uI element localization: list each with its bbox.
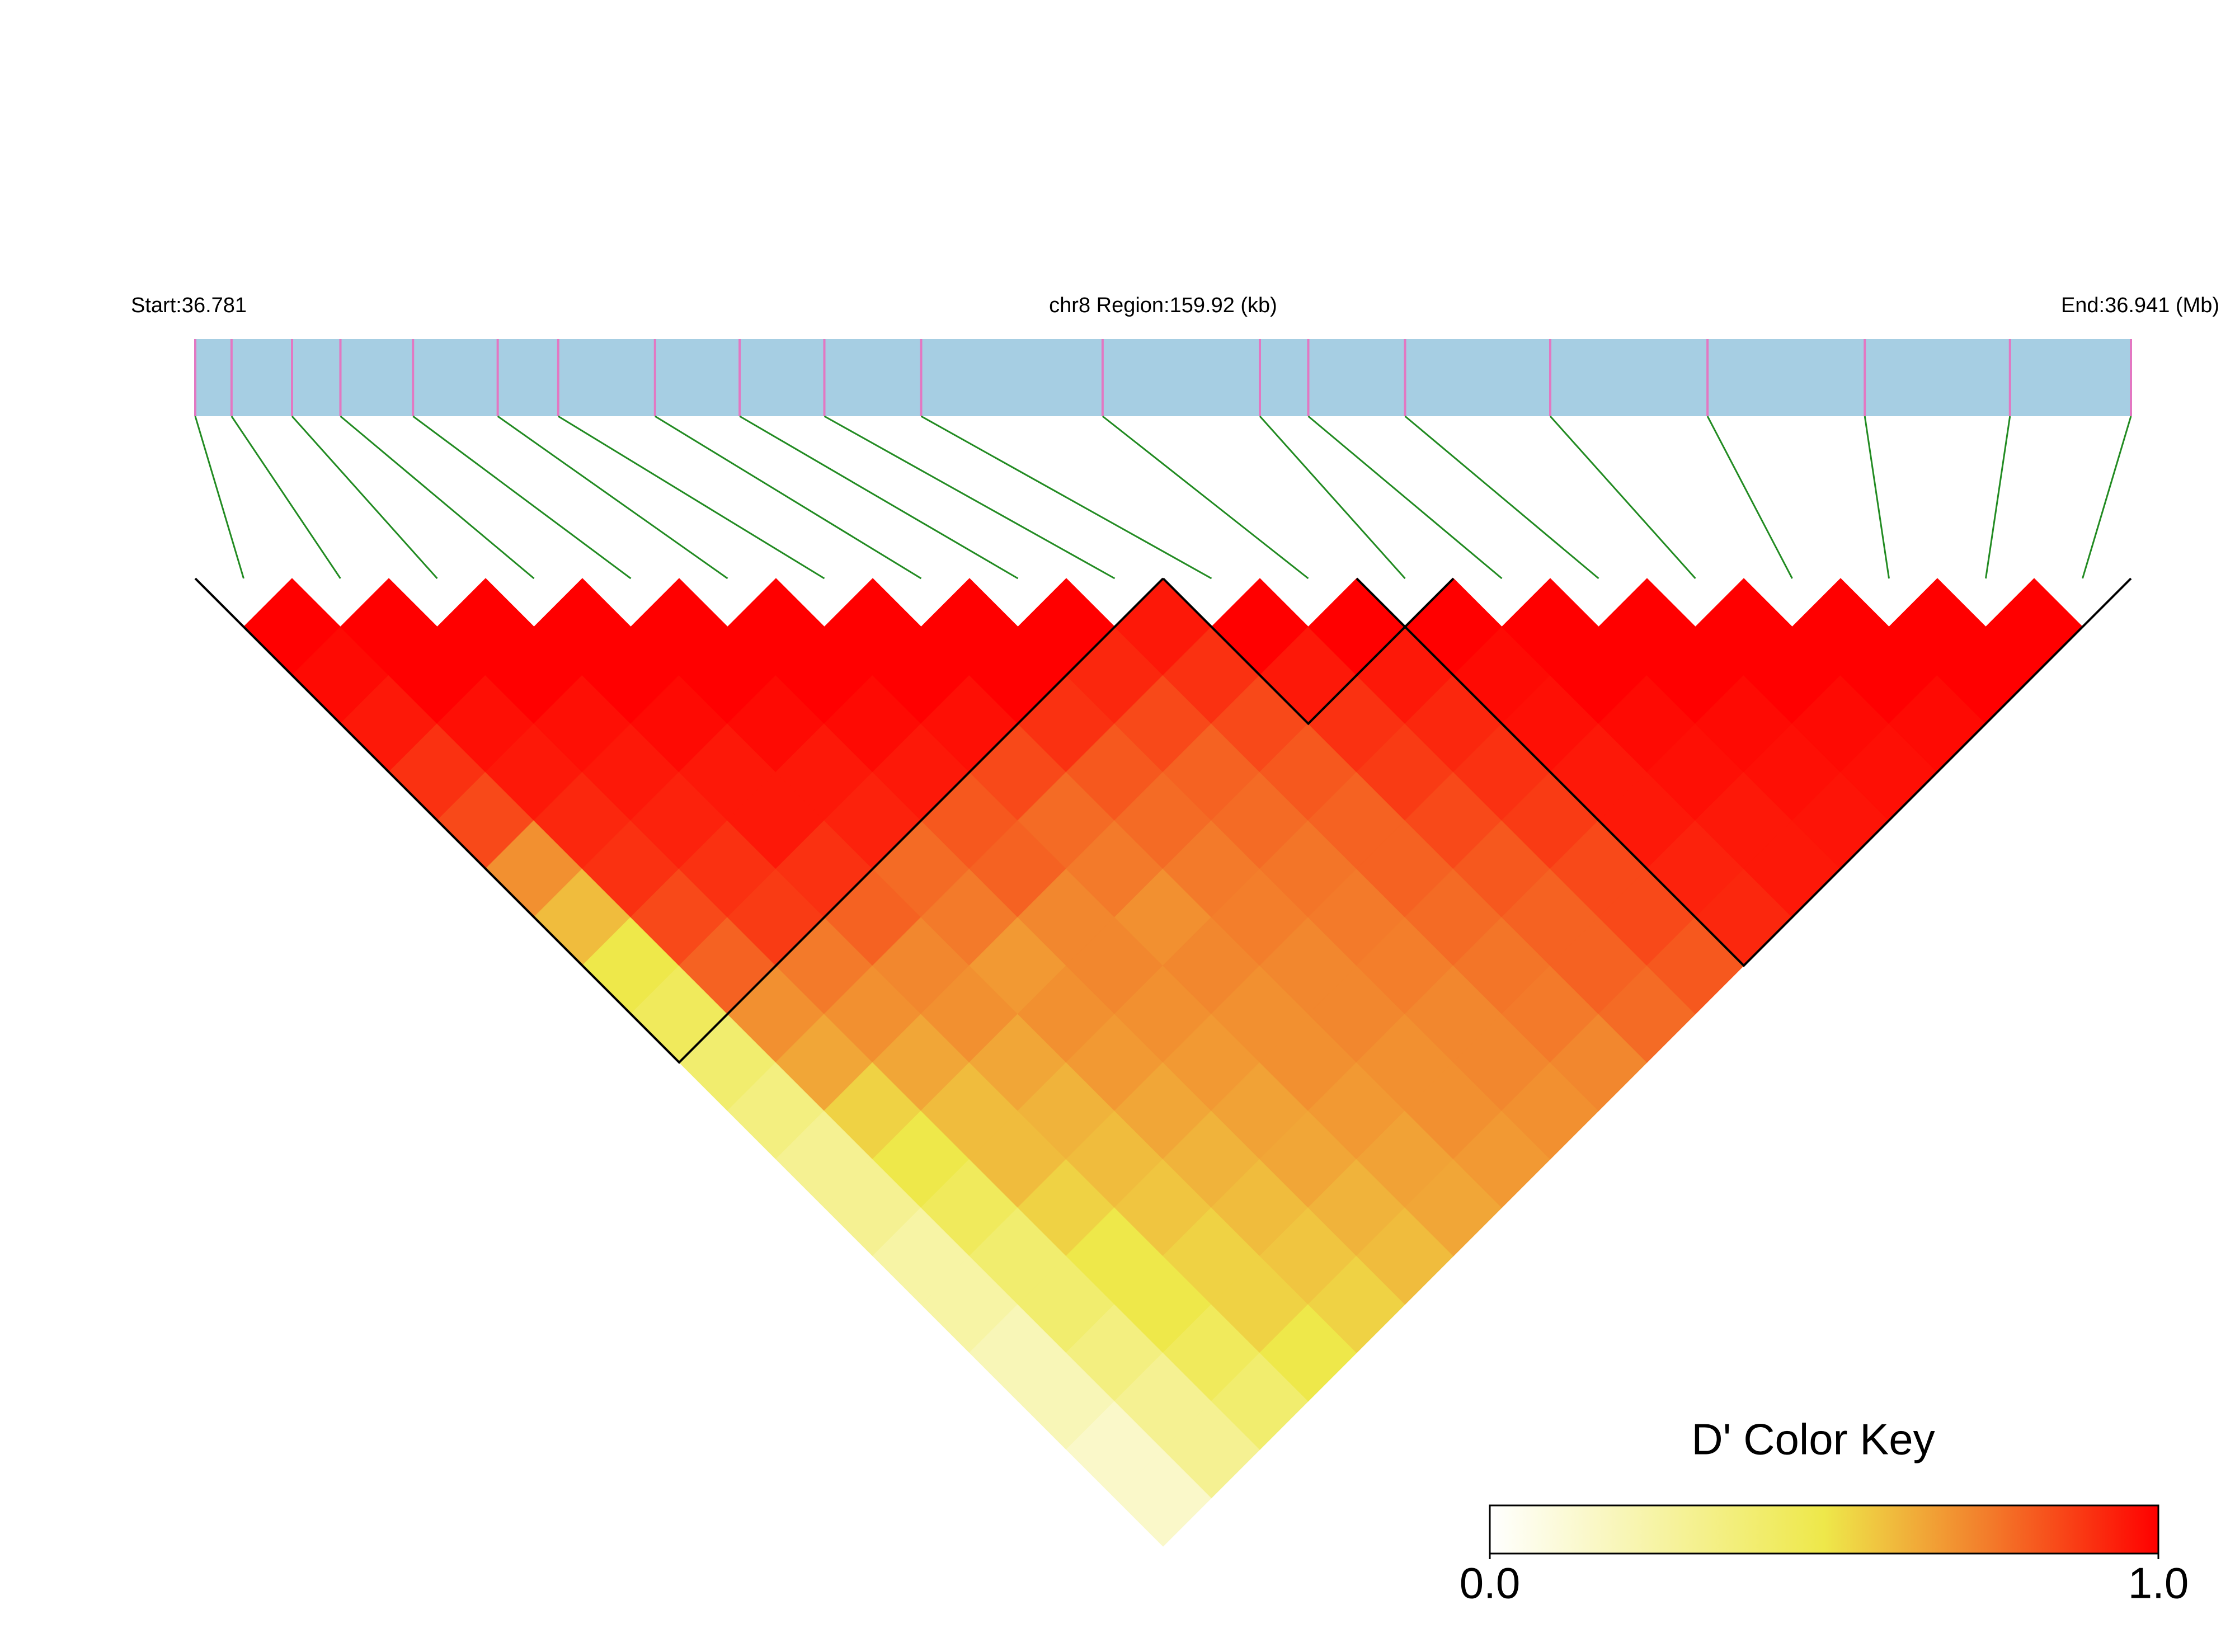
snp-connector — [1549, 415, 1696, 580]
snp-connector — [1259, 415, 1406, 580]
snp-connector — [1404, 415, 1599, 580]
snp-connector — [1864, 416, 1890, 579]
snp-connector — [194, 416, 244, 579]
start-label: Start:36.781 — [131, 294, 247, 317]
block-outlines — [194, 577, 2132, 1064]
snp-connector — [654, 415, 922, 580]
snp-connector — [340, 415, 535, 580]
snp-connector — [1307, 415, 1503, 580]
colorkey-ticks: 0.0 1.0 — [1460, 1554, 2189, 1608]
snp-connector — [1706, 416, 1793, 579]
snp-connector — [412, 415, 632, 580]
ld-block — [1356, 577, 2132, 967]
snp-connector — [1985, 416, 2011, 579]
region-label: chr8 Region:159.92 (kb) — [1049, 294, 1277, 317]
snp-connector — [2082, 416, 2132, 579]
colorkey-title: D' Color Key — [1691, 1415, 1935, 1464]
snp-connector — [497, 415, 728, 580]
colorkey-tick-label: 1.0 — [2128, 1559, 2189, 1608]
ld-block — [194, 577, 1164, 1064]
snp-connector — [230, 416, 341, 579]
snp-connector — [920, 415, 1212, 580]
snp-connector — [557, 415, 825, 580]
colorkey-tick-label: 0.0 — [1460, 1559, 1520, 1608]
end-label: End:36.941 (Mb) — [2061, 294, 2219, 317]
snp-group — [194, 339, 2132, 580]
snp-connector — [1102, 415, 1309, 580]
heatmap — [243, 578, 2083, 1547]
snp-connector — [824, 415, 1116, 580]
snp-connector — [739, 415, 1019, 580]
colorkey-bar — [1489, 1504, 2159, 1555]
snp-connector — [291, 415, 438, 580]
snp-bar — [195, 339, 2131, 416]
